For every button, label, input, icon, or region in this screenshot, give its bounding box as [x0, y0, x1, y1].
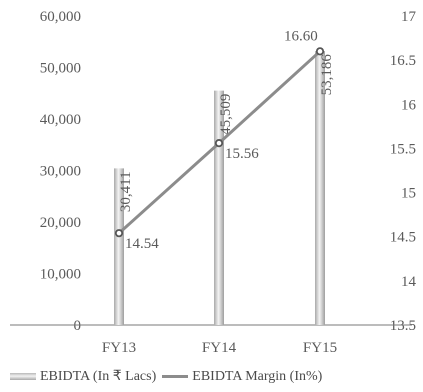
right-tick-label: 16 [401, 97, 417, 113]
left-tick-label: 0 [74, 318, 82, 334]
left-tick-label: 30,000 [40, 164, 81, 180]
legend-bar-swatch [10, 373, 36, 381]
ebidta-bar [315, 51, 325, 325]
right-tick-label: 15 [401, 186, 416, 202]
margin-point [114, 229, 124, 238]
right-tick-label: 13.5 [390, 318, 416, 334]
x-tick-label: FY15 [303, 340, 337, 356]
right-tick-label: 17 [401, 9, 417, 25]
ebidta-bar [114, 168, 124, 325]
x-tick-label: FY14 [202, 340, 237, 356]
legend-line-label: EBIDTA Margin (In%) [192, 369, 323, 384]
margin-point-label: 15.56 [225, 146, 259, 162]
margin-point-label: 14.54 [125, 236, 159, 252]
right-axis-ticks: 13.5 14 14.5 15 15.5 16 16.5 17 [390, 9, 417, 334]
right-tick-label: 14.5 [390, 230, 416, 246]
legend-bar-label: EBIDTA (In ₹ Lacs) [40, 369, 157, 384]
right-tick-label: 14 [401, 274, 417, 290]
margin-point-label: 16.60 [284, 28, 318, 44]
margin-point [214, 139, 224, 148]
x-axis-ticks: FY13 FY14 FY15 [102, 340, 337, 356]
ebidta-bar-label: 45,509 [218, 94, 234, 135]
left-tick-label: 20,000 [40, 215, 81, 231]
ebidta-bar-label: 30,411 [118, 171, 134, 212]
left-tick-label: 60,000 [40, 9, 81, 25]
right-tick-label: 16.5 [390, 53, 416, 69]
x-tick-label: FY13 [102, 340, 136, 356]
right-tick-label: 15.5 [390, 141, 416, 157]
left-tick-label: 50,000 [40, 61, 81, 77]
legend-line-swatch [162, 375, 189, 379]
left-axis-ticks: 0 10,000 20,000 30,000 40,000 50,000 60,000 [40, 9, 81, 334]
ebidta-bar [214, 90, 224, 325]
ebidta-bar-label: 53,186 [319, 54, 335, 96]
left-tick-label: 10,000 [40, 267, 81, 283]
margin-point [315, 47, 325, 56]
bar-series: 30,411 45,509 53,186 [114, 51, 335, 325]
line-series: 14.54 15.56 16.60 [114, 28, 325, 252]
left-tick-label: 40,000 [40, 112, 81, 128]
legend: EBIDTA (In ₹ Lacs) EBIDTA Margin (In%) [10, 368, 322, 385]
